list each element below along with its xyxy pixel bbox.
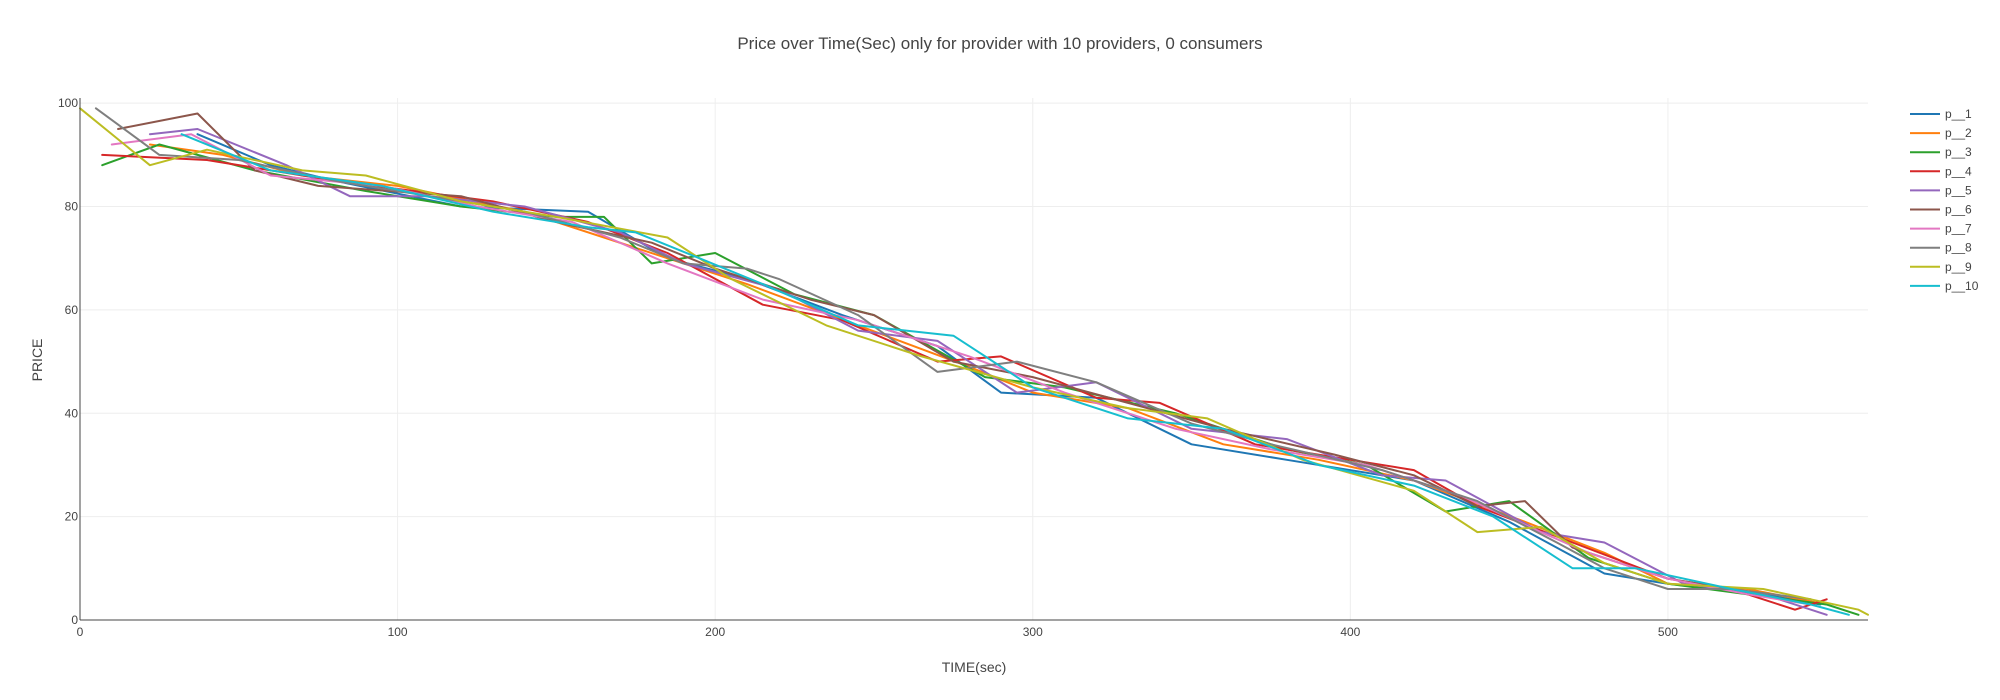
legend-item[interactable]: p__6 — [1910, 203, 1972, 217]
x-tick-label: 500 — [1658, 625, 1678, 639]
legend-label: p__5 — [1945, 183, 1972, 197]
legend-label: p__3 — [1945, 145, 1972, 159]
legend-item[interactable]: p__2 — [1910, 126, 1972, 140]
legend-label: p__1 — [1945, 107, 1972, 121]
legend-item[interactable]: p__5 — [1910, 183, 1972, 197]
x-tick-label: 0 — [77, 625, 84, 639]
series-line-p__3 — [101, 143, 1860, 616]
series-line-p__1 — [196, 133, 1822, 606]
plot-area — [79, 107, 1869, 616]
x-tick-label: 400 — [1340, 625, 1360, 639]
legend-label: p__2 — [1945, 126, 1972, 140]
series-line-p__8 — [94, 107, 1812, 601]
x-tick-label: 200 — [705, 625, 725, 639]
legend-label: p__10 — [1945, 279, 1979, 293]
series-line-p__10 — [180, 133, 1850, 616]
y-axis-title: PRICE — [29, 339, 45, 382]
chart-title: Price over Time(Sec) only for provider w… — [737, 34, 1262, 53]
y-tick-label: 80 — [65, 200, 79, 214]
legend-label: p__9 — [1945, 260, 1972, 274]
x-tick-label: 300 — [1023, 625, 1043, 639]
legend-item[interactable]: p__7 — [1910, 222, 1972, 236]
legend-label: p__8 — [1945, 241, 1972, 255]
x-tick-label: 100 — [388, 625, 408, 639]
legend-item[interactable]: p__4 — [1910, 164, 1972, 178]
y-tick-label: 60 — [65, 303, 79, 317]
y-tick-label: 100 — [58, 96, 78, 110]
axes: 0 100 200 300 400 500 0 20 40 60 80 100 — [58, 96, 1868, 639]
x-axis-title: TIME(sec) — [942, 659, 1007, 675]
legend-item[interactable]: p__1 — [1910, 107, 1972, 121]
series-line-p__2 — [148, 143, 1828, 606]
legend-label: p__7 — [1945, 222, 1972, 236]
legend-item[interactable]: p__8 — [1910, 241, 1972, 255]
y-tick-label: 0 — [71, 613, 78, 627]
legend-label: p__6 — [1945, 203, 1972, 217]
series-line-p__6 — [117, 112, 1812, 606]
y-tick-label: 40 — [65, 406, 79, 420]
legend-item[interactable]: p__10 — [1910, 279, 1979, 293]
legend-label: p__4 — [1945, 164, 1972, 178]
legend-item[interactable]: p__3 — [1910, 145, 1972, 159]
legend-item[interactable]: p__9 — [1910, 260, 1972, 274]
y-tick-label: 20 — [65, 510, 79, 524]
legend: p__1 p__2 p__3 p__4 p__5 p__6 p__7 p__8 p__9 p__1… — [1910, 107, 1979, 293]
